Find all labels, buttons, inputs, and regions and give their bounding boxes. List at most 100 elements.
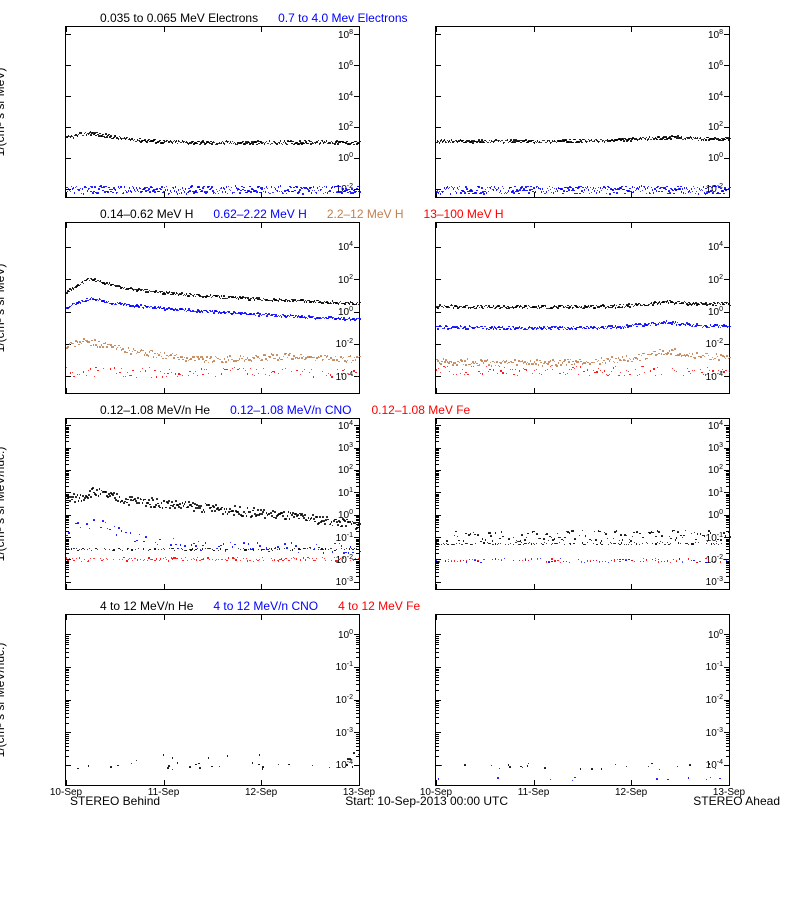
- data-point: [560, 558, 561, 559]
- y-tick-label: 102: [338, 464, 353, 476]
- data-point: [173, 538, 175, 540]
- x-tick-label: 13-Sep: [713, 787, 745, 798]
- data-point: [162, 358, 164, 360]
- data-point: [123, 557, 124, 558]
- data-point: [245, 359, 247, 361]
- data-point: [650, 193, 652, 195]
- data-point: [222, 559, 223, 560]
- data-point: [535, 191, 537, 193]
- data-point: [700, 369, 701, 370]
- data-point: [443, 191, 445, 193]
- data-point: [114, 367, 115, 368]
- data-point: [676, 371, 677, 372]
- data-point: [67, 191, 69, 193]
- data-point: [70, 191, 72, 193]
- data-point: [725, 370, 726, 371]
- data-point: [147, 560, 148, 561]
- data-point: [325, 560, 326, 561]
- data-point: [214, 510, 216, 512]
- data-point: [81, 132, 83, 134]
- data-point: [332, 551, 334, 553]
- data-point: [626, 544, 627, 545]
- data-point: [672, 368, 673, 369]
- data-point: [188, 375, 189, 376]
- data-point: [496, 361, 498, 363]
- data-point: [574, 139, 576, 141]
- data-point: [220, 548, 221, 549]
- data-point: [98, 495, 100, 497]
- data-point: [172, 353, 174, 355]
- data-point: [156, 357, 158, 359]
- data-point: [257, 312, 259, 314]
- data-point: [109, 549, 110, 550]
- x-tick-label: 13-Sep: [343, 787, 375, 798]
- data-point: [645, 138, 647, 140]
- data-point: [161, 549, 162, 550]
- data-point: [326, 140, 328, 142]
- data-point: [239, 192, 241, 194]
- data-point: [552, 187, 554, 189]
- data-point: [175, 500, 177, 502]
- data-point: [499, 192, 501, 194]
- data-point: [307, 548, 308, 549]
- data-point: [627, 305, 629, 307]
- data-point: [227, 356, 229, 358]
- data-point: [278, 764, 280, 766]
- data-point: [633, 191, 635, 193]
- data-point: [154, 191, 156, 193]
- data-point: [516, 364, 518, 366]
- data-point: [546, 329, 548, 331]
- data-point: [282, 144, 284, 146]
- data-point: [527, 533, 529, 535]
- data-point: [223, 362, 225, 364]
- data-point: [692, 191, 694, 193]
- data-point: [491, 186, 493, 188]
- data-point: [314, 190, 316, 192]
- data-point: [107, 496, 109, 498]
- data-point: [218, 193, 220, 195]
- y-tick-label: 104: [708, 90, 723, 102]
- data-point: [457, 536, 459, 538]
- data-point: [462, 369, 463, 370]
- data-point: [73, 137, 75, 139]
- data-point: [713, 325, 715, 327]
- data-point: [281, 316, 283, 318]
- data-point: [109, 495, 111, 497]
- data-point: [330, 142, 332, 144]
- data-point: [698, 193, 700, 195]
- data-point: [263, 560, 264, 561]
- data-point: [532, 373, 533, 374]
- data-point: [671, 323, 673, 325]
- data-point: [178, 359, 180, 361]
- data-point: [190, 143, 192, 145]
- data-point: [194, 360, 196, 362]
- data-point: [262, 511, 264, 513]
- data-point: [317, 187, 319, 189]
- data-point: [123, 192, 125, 194]
- data-point: [200, 505, 202, 507]
- data-point: [483, 142, 485, 144]
- data-point: [75, 523, 77, 525]
- data-point: [76, 186, 78, 188]
- data-point: [282, 369, 283, 370]
- data-point: [576, 366, 577, 367]
- data-point: [658, 302, 660, 304]
- panel-row: 1/(cm² s sr MeV)10-410-210010210410-410-…: [10, 222, 790, 394]
- data-point: [579, 359, 581, 361]
- data-point: [554, 538, 556, 540]
- data-point: [324, 523, 326, 525]
- data-point: [296, 370, 297, 371]
- chart-panel: 10-410-2100102104: [380, 222, 730, 394]
- data-point: [172, 769, 174, 771]
- data-point: [729, 305, 731, 307]
- data-point: [691, 188, 693, 190]
- data-point: [557, 543, 558, 544]
- data-point: [711, 543, 712, 544]
- data-point: [258, 764, 260, 766]
- data-point: [92, 487, 94, 489]
- data-point: [92, 192, 94, 194]
- data-point: [468, 193, 470, 195]
- data-point: [729, 326, 731, 328]
- data-point: [441, 361, 443, 363]
- data-point: [540, 558, 541, 559]
